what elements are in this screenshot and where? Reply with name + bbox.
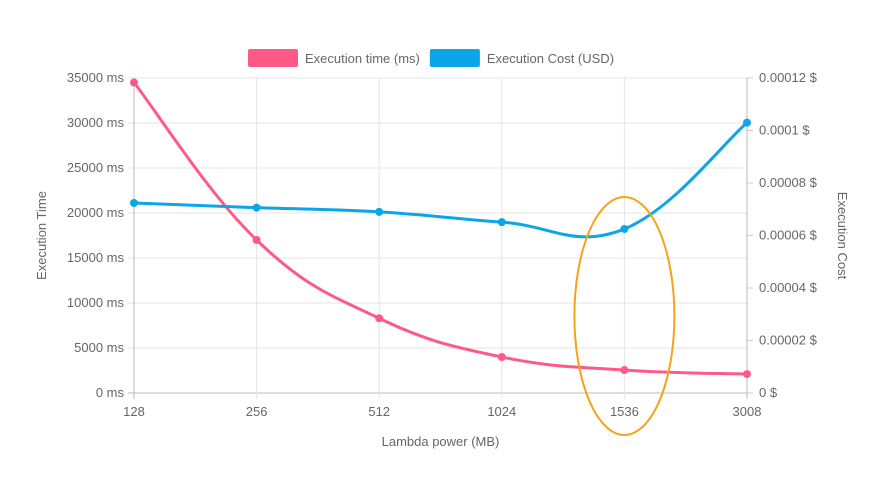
y-left-axis-label: Execution Time [34, 191, 49, 280]
x-axis-label: Lambda power (MB) [382, 434, 500, 449]
y-left-tick-label: 25000 ms [67, 160, 125, 175]
data-point [130, 198, 138, 207]
y-right-tick-label: 0.00008 $ [759, 175, 818, 190]
legend-label: Execution time (ms) [305, 51, 420, 66]
y-left-tick-label: 35000 ms [67, 70, 125, 85]
data-point [743, 370, 751, 379]
x-tick-label: 3008 [733, 404, 762, 419]
x-tick-label: 128 [123, 404, 145, 419]
y-left-tick-label: 15000 ms [67, 250, 125, 265]
data-point [130, 78, 138, 87]
y-right-tick-label: 0.00012 $ [759, 70, 818, 85]
data-point [743, 118, 751, 127]
legend-label: Execution Cost (USD) [487, 51, 614, 66]
y-right-tick-label: 0 $ [759, 385, 778, 400]
y-left-tick-label: 5000 ms [74, 340, 124, 355]
y-right-tick-label: 0.00004 $ [759, 280, 818, 295]
annotation-ellipse [573, 196, 676, 436]
y-left-tick-label: 10000 ms [67, 295, 125, 310]
y-left-tick-label: 30000 ms [67, 115, 125, 130]
y-right-axis-label: Execution Cost [835, 192, 850, 280]
series-line-1 [133, 121, 748, 239]
data-point [620, 366, 629, 375]
y-right-tick-label: 0.00006 $ [759, 228, 818, 243]
legend-swatch [248, 49, 298, 67]
x-tick-label: 1536 [610, 404, 639, 419]
legend-swatch [429, 49, 480, 67]
data-point [252, 236, 261, 244]
data-point [252, 203, 261, 212]
y-right-tick-label: 0.00002 $ [759, 333, 818, 348]
x-tick-label: 256 [246, 404, 268, 419]
y-left-tick-label: 0 ms [96, 385, 125, 400]
data-point [620, 224, 629, 233]
x-tick-label: 512 [368, 404, 390, 419]
y-left-tick-label: 20000 ms [67, 205, 125, 220]
data-point [375, 207, 384, 216]
x-tick-label: 1024 [487, 404, 516, 419]
y-right-tick-label: 0.0001 $ [759, 123, 810, 138]
data-point [497, 218, 506, 227]
data-point [497, 353, 506, 361]
series-line-0 [132, 81, 748, 376]
data-point [375, 314, 384, 323]
